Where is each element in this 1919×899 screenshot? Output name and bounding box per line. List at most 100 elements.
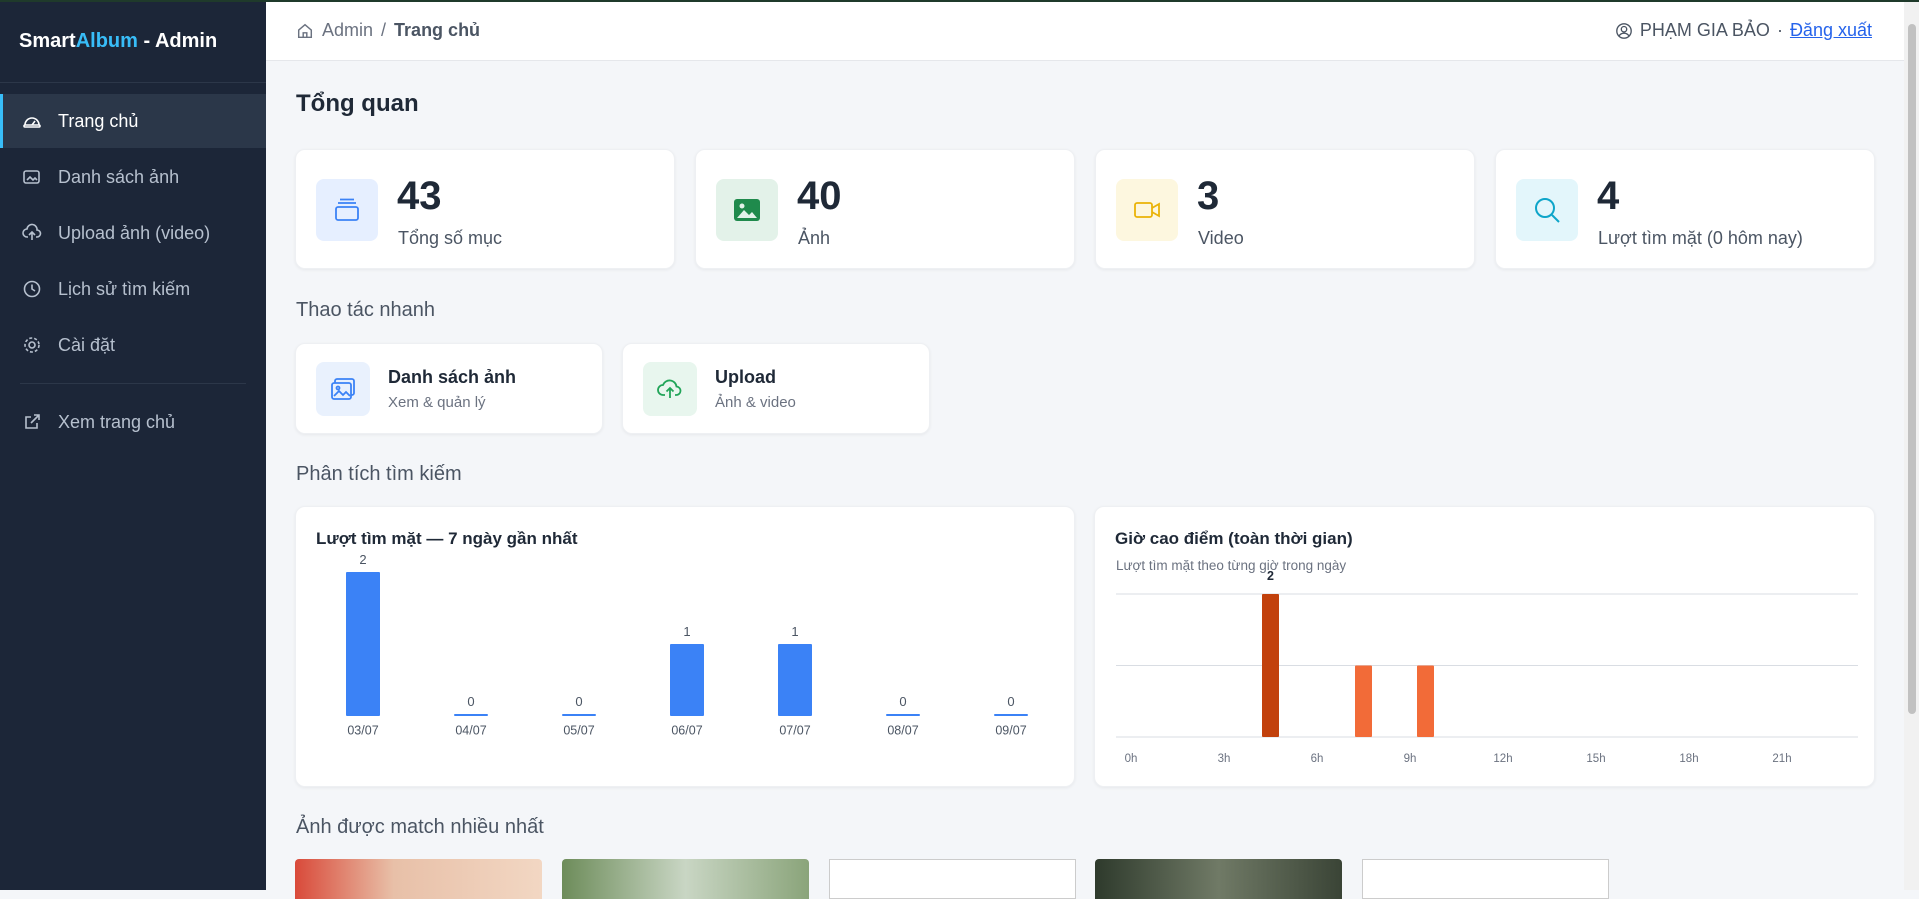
- user-box: PHẠM GIA BẢO · Đăng xuất: [1615, 20, 1872, 41]
- chart: 2 03/07 0 04/07 0 05/07 1 06/07 1 07/07 0 08/07 0 09/…: [346, 552, 1028, 737]
- quick-icon: [643, 362, 697, 416]
- x-tick-label: 05/07: [563, 723, 594, 737]
- nav-label: Danh sách ảnh: [58, 166, 180, 187]
- breadcrumb-separator: /: [381, 20, 387, 40]
- data-label: 0: [467, 694, 474, 709]
- x-tick-label: 18h: [1679, 753, 1698, 765]
- nav-item[interactable]: Danh sách ảnh: [0, 150, 266, 204]
- chart-card: 2 03/07 0 04/07 0 05/07 1 06/07 1 07/07 0 08/07 0 09/…: [295, 506, 1075, 787]
- nav-item[interactable]: Cài đặt: [0, 318, 266, 372]
- bar: [346, 572, 380, 716]
- stat-value: 40: [797, 174, 842, 218]
- x-tick-label: 04/07: [455, 723, 486, 737]
- nav-item[interactable]: Lịch sử tìm kiếm: [0, 262, 266, 316]
- x-tick-label: 03/07: [347, 723, 378, 737]
- photo[interactable]: [295, 859, 542, 899]
- quick-card[interactable]: Upload Ảnh & video: [622, 343, 930, 434]
- chart-card: 0h 3h 2 6h 9h 12h 15h 18h 21h Giờ cao điểm (toàn…: [1094, 506, 1875, 787]
- data-label: 0: [1007, 694, 1014, 709]
- stat-icon: [316, 179, 378, 241]
- bar: [1262, 594, 1279, 737]
- brand-part: Album: [75, 30, 138, 52]
- quick-icon: [316, 362, 370, 416]
- nav-label: Trang chủ: [58, 110, 139, 131]
- bar: [670, 644, 704, 716]
- photo-placeholder[interactable]: [1362, 859, 1609, 899]
- stat-label: Lượt tìm mặt (0 hôm nay): [1598, 228, 1803, 248]
- x-tick-label: 15h: [1586, 753, 1605, 765]
- quick-title: Upload: [715, 367, 776, 387]
- topbar: Admin / Trang chủ PHẠM GIA BẢO · Đăng xu…: [266, 2, 1904, 61]
- x-tick-label: 21h: [1772, 753, 1791, 765]
- data-label: 0: [899, 694, 906, 709]
- chart-subtitle: Lượt tìm mặt theo từng giờ trong ngày: [1116, 558, 1347, 573]
- sidebar: SmartAlbum - Admin Trang chủ Danh sách ả…: [0, 2, 266, 890]
- bar: [454, 714, 488, 716]
- x-tick-label: 08/07: [887, 723, 918, 737]
- stat-card: 4 Lượt tìm mặt (0 hôm nay): [1495, 149, 1875, 269]
- section-title: Thao tác nhanh: [296, 299, 435, 321]
- photo[interactable]: [1095, 859, 1342, 899]
- x-tick-label: 0h: [1125, 753, 1138, 765]
- nav-item[interactable]: Xem trang chủ: [0, 395, 266, 449]
- nav-label: Upload ảnh (video): [58, 222, 211, 243]
- data-label: 1: [791, 624, 798, 639]
- chart-title: Giờ cao điểm (toàn thời gian): [1115, 529, 1353, 548]
- bar: [1417, 665, 1434, 737]
- stat-label: Ảnh: [798, 228, 831, 248]
- photo-placeholder[interactable]: [829, 859, 1076, 899]
- x-tick-label: 07/07: [779, 723, 810, 737]
- logout-link[interactable]: Đăng xuất: [1789, 20, 1872, 40]
- chart: 0h 3h 2 6h 9h 12h 15h 18h 21h: [1116, 569, 1858, 765]
- stat-icon: [716, 179, 778, 241]
- x-tick-label: 06/07: [671, 723, 702, 737]
- breadcrumb-current: Trang chủ: [394, 20, 481, 40]
- data-label: 2: [1267, 569, 1274, 583]
- stat-label: Tổng số mục: [398, 228, 503, 248]
- x-tick-label: 3h: [1218, 753, 1231, 765]
- brand-part: - Admin: [143, 30, 218, 52]
- quick-subtitle: Ảnh & video: [715, 394, 796, 411]
- data-label: 0: [575, 694, 582, 709]
- section-title: Phân tích tìm kiếm: [296, 463, 462, 485]
- quick-card[interactable]: Danh sách ảnh Xem & quản lý: [295, 343, 603, 434]
- breadcrumb-root[interactable]: Admin: [322, 20, 374, 40]
- brand-part: Smart: [19, 30, 76, 52]
- bar: [562, 714, 596, 716]
- quick-subtitle: Xem & quản lý: [388, 394, 486, 411]
- stat-value: 4: [1597, 174, 1620, 218]
- x-tick-label: 6h: [1311, 753, 1324, 765]
- x-tick-label: 9h: [1404, 753, 1417, 765]
- data-label: 2: [359, 552, 366, 567]
- quick-title: Danh sách ảnh: [388, 367, 517, 387]
- separator: [0, 82, 266, 83]
- scrollbar-thumb[interactable]: [1908, 24, 1916, 714]
- stat-card: 3 Video: [1095, 149, 1475, 269]
- page-title: Tổng quan: [296, 90, 419, 117]
- nav-label: Xem trang chủ: [58, 411, 176, 432]
- photo[interactable]: [562, 859, 809, 899]
- stat-card: 40 Ảnh: [695, 149, 1075, 269]
- data-label: 1: [683, 624, 690, 639]
- bar: [886, 714, 920, 716]
- nav-item[interactable]: Trang chủ: [0, 94, 266, 148]
- bar: [994, 714, 1028, 716]
- section-title: Ảnh được match nhiều nhất: [296, 816, 544, 838]
- nav-label: Lịch sử tìm kiếm: [58, 278, 191, 299]
- stat-label: Video: [1198, 228, 1244, 248]
- x-tick-label: 09/07: [995, 723, 1026, 737]
- x-tick-label: 12h: [1493, 753, 1512, 765]
- bar: [778, 644, 812, 716]
- nav-item[interactable]: Upload ảnh (video): [0, 206, 266, 260]
- separator: [20, 383, 246, 384]
- nav-label: Cài đặt: [58, 334, 116, 355]
- stat-icon: [1116, 179, 1178, 241]
- stat-card: 43 Tổng số mục: [295, 149, 675, 269]
- stat-value: 3: [1197, 174, 1220, 218]
- stat-value: 43: [397, 174, 442, 218]
- brand[interactable]: SmartAlbum - Admin: [19, 30, 217, 53]
- stat-icon: [1516, 179, 1578, 241]
- separator: ·: [1776, 20, 1783, 40]
